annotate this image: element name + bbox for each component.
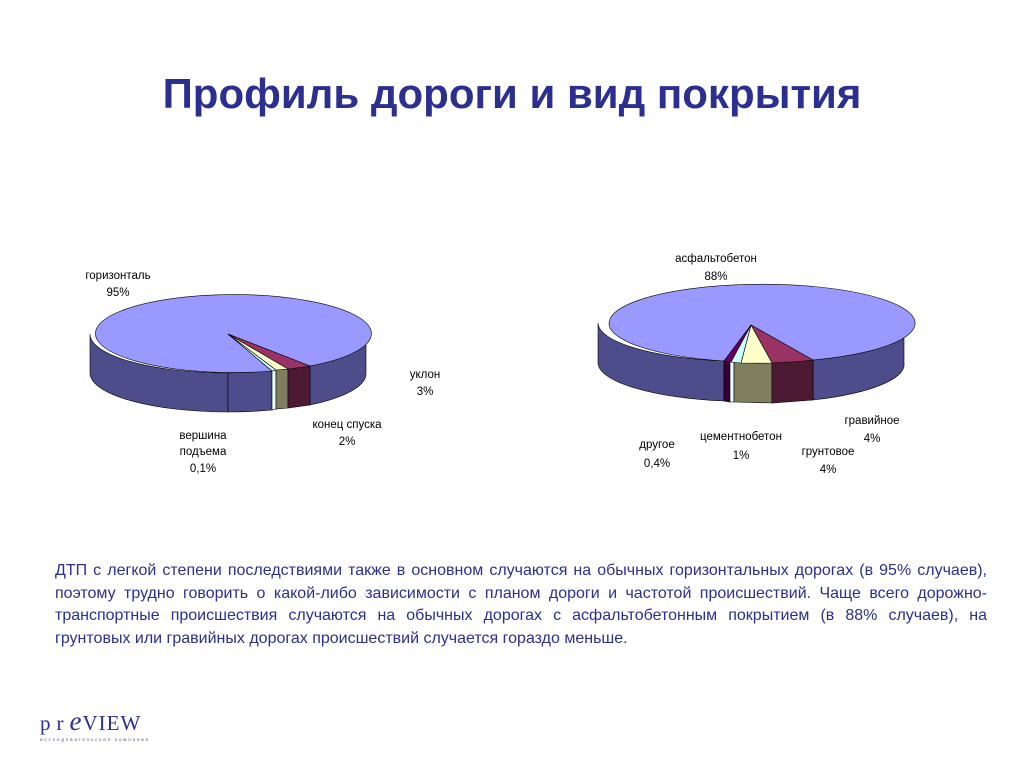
logo-wordmark: preVIEW	[40, 706, 180, 737]
label-top-of-rise-value: 0,1%	[190, 463, 216, 475]
label-slope-value: 3%	[417, 386, 434, 398]
logo-pr: pr	[40, 711, 70, 735]
logo-e: e	[69, 706, 83, 736]
logo-view: VIEW	[82, 711, 142, 735]
pie-right-side-cement	[729, 361, 735, 403]
label-end-of-descent-value: 2%	[339, 436, 356, 448]
label-dirt-name: грунтовое	[802, 446, 855, 458]
slide-description: ДТП с легкой степени последствиями также…	[55, 562, 987, 647]
label-dirt-value: 4%	[820, 464, 837, 476]
pie-left-side-end-of-descent	[275, 368, 289, 410]
label-top-of-rise-name-1: вершина	[179, 430, 227, 442]
label-slope-name: уклон	[410, 369, 441, 381]
pie-right-side-other	[723, 360, 731, 403]
pie-chart-road-surface: асфальтобетон 88% гравийное 4% грунтовое…	[597, 253, 916, 476]
pie-right-side-dirt	[733, 361, 773, 404]
label-horizontal-value: 95%	[106, 287, 129, 299]
label-asphalt-name: асфальтобетон	[675, 253, 757, 265]
label-horizontal-name: горизонталь	[85, 270, 150, 282]
pie-right-slice-other	[723, 324, 752, 363]
pie-right-side-gravel	[771, 359, 814, 404]
company-logo: preVIEW исследовательская компания	[40, 706, 180, 746]
pie-left-slice-top-of-rise	[227, 333, 277, 372]
pie-left-side-slope	[287, 365, 311, 409]
slide-title: Профиль дороги и вид покрытия	[162, 70, 862, 117]
label-other-value: 0,4%	[644, 458, 670, 470]
logo-subtitle: исследовательская компания	[40, 737, 150, 742]
pie-left-side-top-of-rise	[271, 369, 277, 411]
label-other-name: другое	[639, 439, 674, 451]
label-cement-value: 1%	[733, 450, 750, 462]
label-gravel-name: гравийное	[844, 415, 899, 427]
label-cement-name: цементнобетон	[700, 431, 782, 443]
charts-canvas: горизонталь 95% уклон 3% конец спуска 2%…	[85, 253, 916, 476]
pie-left-side-lower	[227, 370, 273, 413]
label-asphalt-value: 88%	[704, 271, 727, 283]
pie-chart-road-profile: горизонталь 95% уклон 3% конец спуска 2%…	[85, 270, 440, 475]
pie-left-slice-horizontal	[95, 294, 372, 373]
pie-right-slice-asphalt	[608, 283, 916, 362]
label-gravel-value: 4%	[864, 433, 881, 445]
label-top-of-rise-name-2: подъема	[180, 446, 227, 458]
label-end-of-descent-name: конец спуска	[312, 419, 382, 431]
